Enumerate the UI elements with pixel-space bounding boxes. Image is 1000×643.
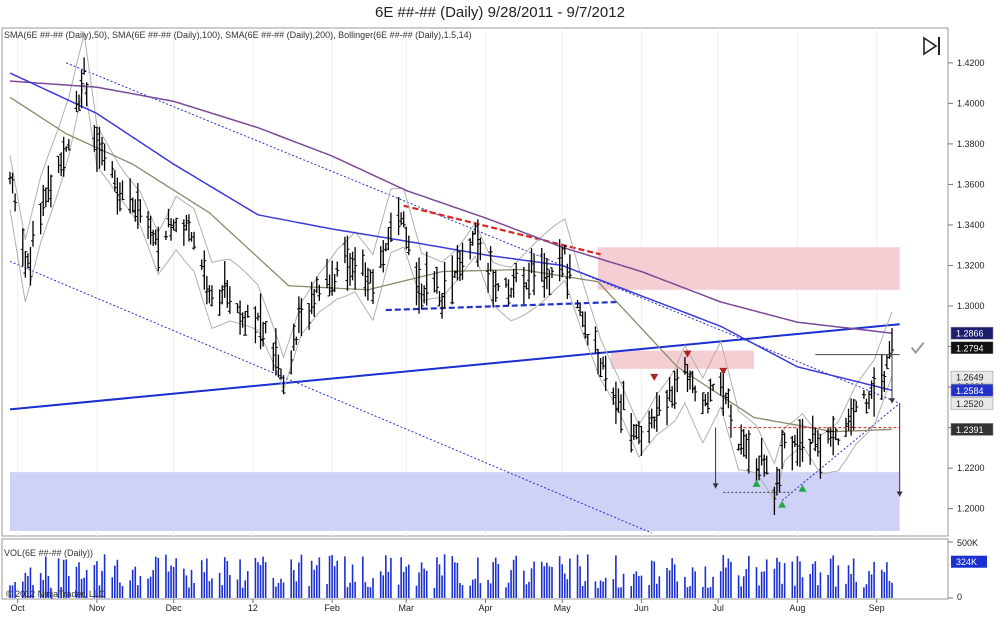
price-tags: 1.2866 1.2794 1.2649 1.2584 1.2520 1.2391 324K — [950, 326, 994, 568]
zone — [610, 350, 754, 369]
price-tag-label: 1.2584 — [956, 386, 984, 396]
price-tag-label: 1.2520 — [956, 399, 984, 409]
x-tick-label: Jun — [634, 603, 649, 613]
price-tag — [950, 326, 994, 340]
copyright-text: © 2012 NinjaTrader, LLC — [6, 589, 106, 599]
y-tick-label: 1.4000 — [957, 98, 985, 108]
up-marker — [778, 500, 787, 508]
rising-support — [781, 402, 900, 501]
bollinger-upper — [9, 33, 893, 466]
vol-tick-label: 0 — [957, 592, 962, 602]
up-marker — [798, 484, 807, 492]
measure-arrow-right-lower-head — [896, 491, 903, 497]
sma-100 — [9, 72, 893, 392]
play-to-end-icon[interactable] — [923, 36, 940, 56]
zones — [10, 247, 900, 531]
sma-50 — [9, 96, 893, 433]
y-tick-label: 1.3400 — [957, 220, 985, 230]
annotations — [650, 341, 925, 508]
lower-channel — [9, 260, 652, 534]
x-tick-label: Aug — [789, 603, 805, 613]
price-tag — [950, 423, 994, 436]
y-tick-label: 1.3000 — [957, 301, 985, 311]
y-tick-label: 1.2000 — [957, 504, 985, 514]
measure-arrow-left-head — [712, 483, 719, 489]
down-marker — [683, 350, 692, 358]
price-tag — [950, 370, 994, 384]
moving-averages — [9, 33, 893, 502]
price-tag-label: 1.2866 — [956, 329, 984, 339]
x-tick-label: Sep — [869, 603, 885, 613]
measure-arrow-right-upper-head — [889, 398, 895, 404]
down-marker — [719, 367, 728, 375]
x-tick-label: Mar — [399, 603, 415, 613]
sma-200 — [9, 80, 893, 334]
volume-tag-label: 324K — [956, 557, 977, 567]
zone — [598, 247, 900, 290]
check-mark-icon — [910, 341, 925, 355]
y-tick-label: 1.3200 — [957, 260, 985, 270]
price-tag — [950, 384, 994, 397]
price-tag-label: 1.2649 — [956, 373, 984, 383]
long-trendline — [9, 323, 900, 411]
y-tick-label: 1.3600 — [957, 179, 985, 189]
price-tag-label: 1.2391 — [956, 425, 984, 435]
chart-title: 6E ##-## (Daily) 9/28/2011 - 9/7/2012 — [375, 4, 625, 21]
y-tick-label: 1.4200 — [957, 58, 985, 68]
red-resistance — [403, 204, 601, 256]
down-marker — [650, 373, 659, 381]
indicators-label: SMA(6E ##-## (Daily),50), SMA(6E ##-## (… — [4, 30, 472, 40]
volume-tag — [951, 555, 987, 568]
bollinger-lower — [9, 82, 893, 502]
x-axis: Oct Nov Dec 12 Feb Mar Apr May Jun Jul Aug Sep — [11, 599, 885, 613]
x-tick-label: May — [554, 603, 572, 613]
x-tick-label: 12 — [248, 603, 258, 613]
x-tick-label: Nov — [89, 603, 106, 613]
price-tag — [950, 341, 994, 355]
volume-label: VOL(6E ##-## (Daily)) — [4, 548, 93, 558]
volume-bars — [9, 554, 893, 598]
price-tag-label: 1.2794 — [956, 343, 984, 353]
y-tick-label: 1.2200 — [957, 463, 985, 473]
y-tick-label: 1.3800 — [957, 139, 985, 149]
x-tick-label: Dec — [166, 603, 183, 613]
x-tick-label: Jul — [712, 603, 724, 613]
x-tick-label: Feb — [324, 603, 340, 613]
zone — [10, 472, 900, 531]
vol-tick-label: 500K — [957, 538, 978, 548]
up-marker — [752, 479, 761, 487]
price-bars — [8, 57, 894, 516]
x-tick-label: Apr — [479, 603, 493, 613]
x-tick-label: Oct — [11, 603, 26, 613]
price-tag — [950, 397, 994, 410]
